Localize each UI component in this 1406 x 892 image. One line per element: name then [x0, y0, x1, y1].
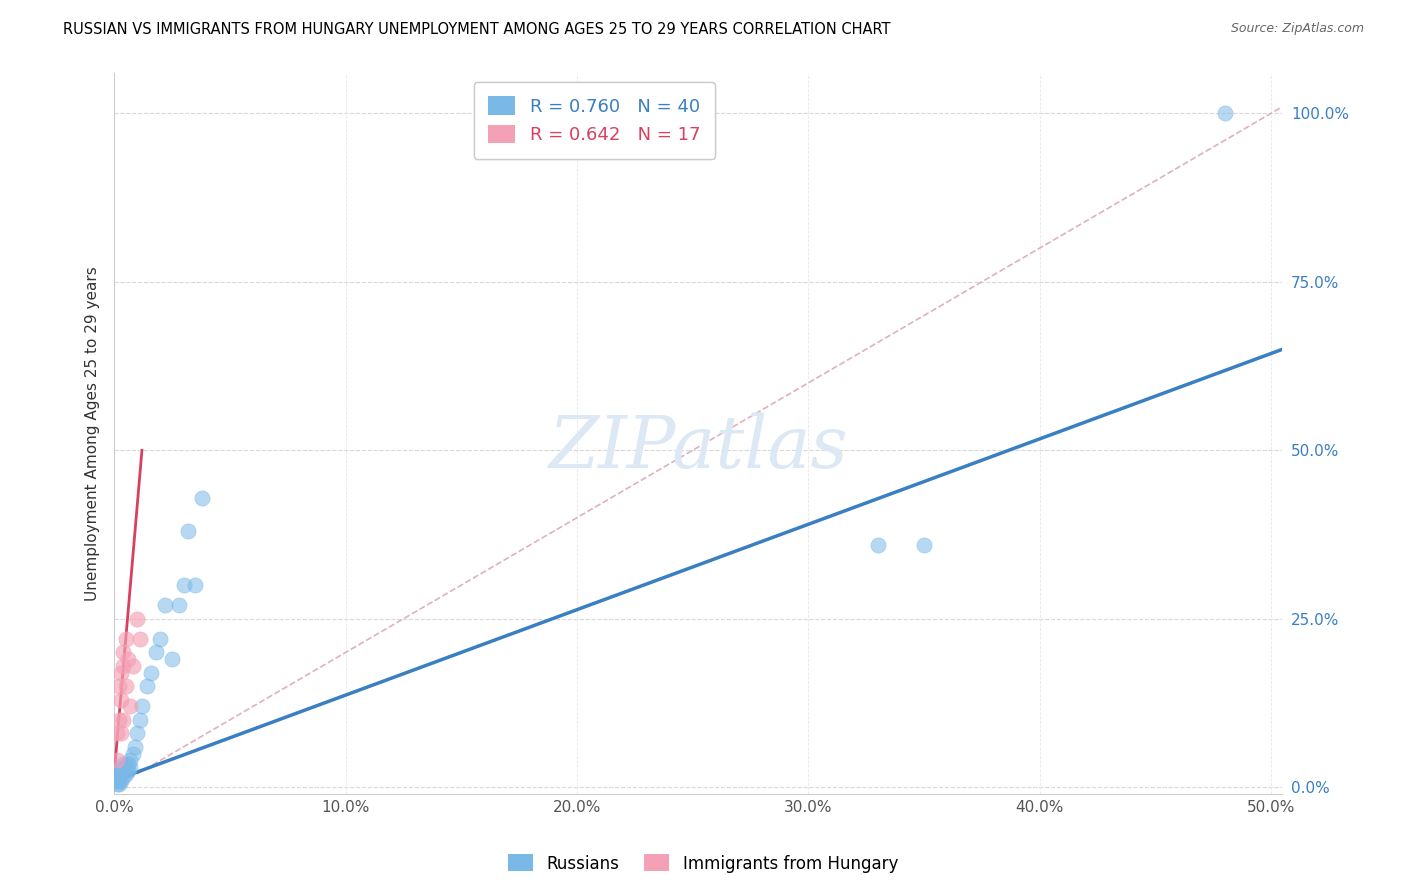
Point: [173, 578, 195, 592]
Point: [177, 524, 200, 539]
Text: RUSSIAN VS IMMIGRANTS FROM HUNGARY UNEMPLOYMENT AMONG AGES 25 TO 29 YEARS CORREL: RUSSIAN VS IMMIGRANTS FROM HUNGARY UNEMP…: [63, 22, 891, 37]
Point: [128, 632, 150, 646]
Point: [145, 645, 167, 659]
Point: [117, 652, 139, 666]
Point: [108, 713, 131, 727]
Point: [114, 679, 136, 693]
Point: [112, 659, 135, 673]
Legend: R = 0.760   N = 40, R = 0.642   N = 17: R = 0.760 N = 40, R = 0.642 N = 17: [474, 82, 714, 159]
Point: [160, 652, 183, 666]
Point: [131, 699, 153, 714]
Point: [108, 679, 131, 693]
Point: [114, 766, 136, 780]
Point: [108, 777, 131, 791]
Point: [108, 770, 131, 784]
Point: [128, 713, 150, 727]
Point: [110, 773, 132, 788]
Point: [184, 578, 207, 592]
Point: [108, 766, 131, 780]
Point: [114, 632, 136, 646]
Point: [121, 659, 143, 673]
Legend: Russians, Immigrants from Hungary: Russians, Immigrants from Hungary: [502, 847, 904, 880]
Point: [117, 756, 139, 771]
Point: [120, 760, 142, 774]
Point: [866, 538, 889, 552]
Point: [112, 756, 135, 771]
Point: [110, 766, 132, 780]
Point: [121, 747, 143, 761]
Point: [153, 599, 176, 613]
Point: [105, 753, 128, 767]
Point: [105, 770, 128, 784]
Point: [108, 764, 131, 778]
Point: [191, 491, 214, 505]
Point: [149, 632, 172, 646]
Point: [110, 692, 132, 706]
Point: [110, 760, 132, 774]
Y-axis label: Unemployment Among Ages 25 to 29 years: Unemployment Among Ages 25 to 29 years: [86, 266, 100, 601]
Point: [124, 739, 146, 754]
Point: [105, 766, 128, 780]
Point: [127, 726, 149, 740]
Point: [105, 773, 128, 788]
Point: [117, 764, 139, 778]
Point: [120, 753, 142, 767]
Point: [112, 713, 135, 727]
Point: [1213, 106, 1236, 120]
Point: [105, 777, 128, 791]
Point: [112, 764, 135, 778]
Point: [120, 699, 142, 714]
Point: [112, 645, 135, 659]
Point: [135, 679, 157, 693]
Point: [167, 599, 190, 613]
Point: [141, 665, 163, 680]
Point: [110, 726, 132, 740]
Point: [112, 770, 135, 784]
Point: [110, 665, 132, 680]
Point: [912, 538, 935, 552]
Point: [108, 773, 131, 788]
Text: ZIPatlas: ZIPatlas: [548, 413, 848, 483]
Text: Source: ZipAtlas.com: Source: ZipAtlas.com: [1230, 22, 1364, 36]
Point: [114, 760, 136, 774]
Point: [127, 612, 149, 626]
Point: [105, 726, 128, 740]
